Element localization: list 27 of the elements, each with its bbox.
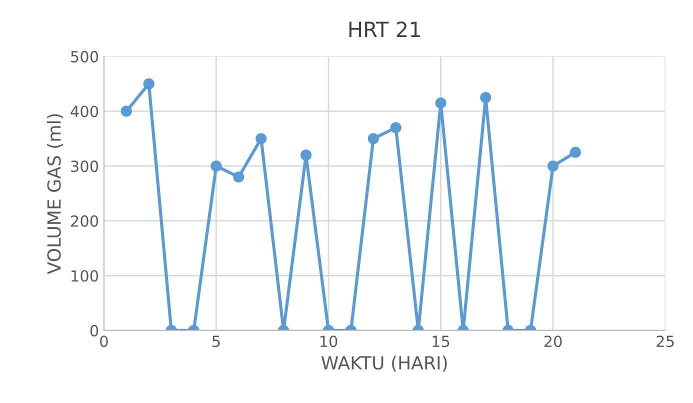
- point: [120, 106, 132, 117]
- y-tick-label: 200: [71, 215, 98, 227]
- point: [233, 171, 244, 183]
- y-axis-title: VOLUME GAS (ml): [46, 114, 63, 274]
- point: [435, 97, 446, 109]
- x-tick-label: 15: [432, 336, 450, 348]
- x-axis-title: WAKTU (HARI): [321, 356, 447, 372]
- x-tick-label: 20: [544, 336, 562, 348]
- point: [570, 146, 582, 158]
- y-tick-label: 300: [71, 160, 98, 172]
- y-tick-label: 500: [71, 50, 98, 62]
- x-tick-label: 10: [320, 336, 338, 348]
- point: [547, 160, 559, 172]
- x-tick-label: 5: [212, 336, 220, 348]
- x-tick-label: 0: [100, 336, 108, 348]
- point: [368, 133, 379, 144]
- x-tick-label: 25: [656, 336, 674, 348]
- point: [300, 150, 312, 161]
- point: [143, 78, 154, 90]
- chart-title: HRT 21: [349, 22, 420, 37]
- y-tick-label: 400: [70, 106, 98, 118]
- point: [390, 122, 402, 134]
- y-tick-label: 100: [72, 270, 98, 282]
- point: [210, 160, 222, 172]
- point: [480, 92, 492, 104]
- point: [256, 133, 267, 144]
- y-tick-label: 0: [90, 324, 98, 336]
